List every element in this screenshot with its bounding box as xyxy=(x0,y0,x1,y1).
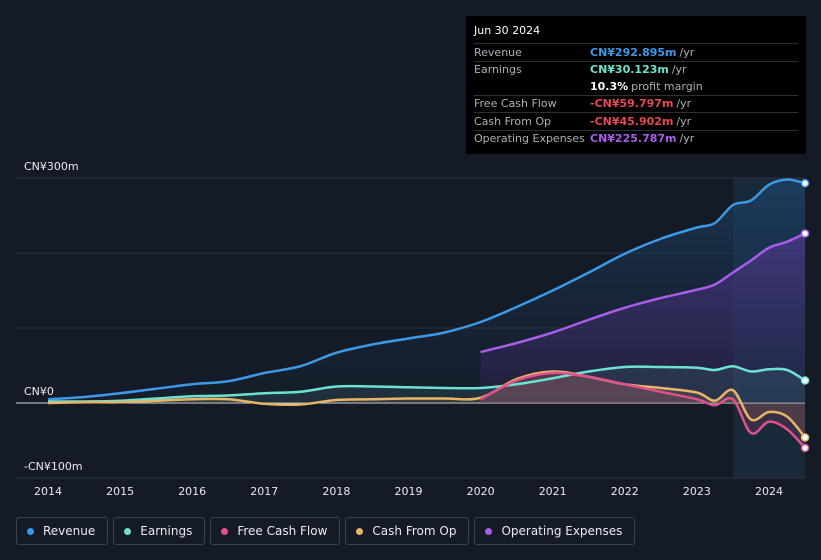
tooltip-row-unit: /yr xyxy=(671,63,687,77)
tooltip-row-value: -CN¥45.902m xyxy=(590,114,674,128)
cash-from-op-area xyxy=(48,371,806,438)
free-cash-flow-line xyxy=(480,371,806,449)
chart-area: CN¥300m CN¥0 -CN¥100m 2014 2015 2016 2017 2018… xyxy=(16,160,810,498)
tooltip-row-unit: /yr xyxy=(676,97,692,111)
x-tick-label: 2016 xyxy=(178,485,206,498)
x-tick-label: 2021 xyxy=(539,485,567,498)
tooltip-row-label: Free Cash Flow xyxy=(474,97,557,111)
tooltip-row: Earnings CN¥30.123m/yr xyxy=(474,60,798,79)
y-tick-label: CN¥300m xyxy=(24,160,79,173)
tooltip-date: Jun 30 2024 xyxy=(474,24,541,37)
revenue-endpoint xyxy=(800,179,810,188)
legend-item-operating-expenses[interactable]: Operating Expenses xyxy=(474,517,636,545)
legend-dot-icon xyxy=(356,527,364,535)
earnings-area xyxy=(48,366,806,403)
tooltip-row-label: Earnings xyxy=(474,63,522,77)
free-cash-flow-area xyxy=(480,372,806,448)
revenue-line xyxy=(47,178,806,401)
legend-label: Revenue xyxy=(43,524,96,538)
legend-dot-icon xyxy=(221,527,229,535)
tooltip-row-unit: profit margin xyxy=(631,79,703,93)
legend-item-earnings[interactable]: Earnings xyxy=(113,517,206,545)
tooltip-row-label: Cash From Op xyxy=(474,114,552,128)
earnings-endpoint xyxy=(800,376,810,385)
x-tick-label: 2023 xyxy=(683,485,711,498)
tooltip-row-value: -CN¥59.797m xyxy=(590,97,674,111)
legend-label: Cash From Op xyxy=(372,524,457,538)
legend-item-cash-from-op[interactable]: Cash From Op xyxy=(345,517,470,545)
legend-dot-icon xyxy=(124,527,132,535)
tooltip-row: Free Cash Flow -CN¥59.797m/yr xyxy=(474,94,798,113)
y-tick-label: -CN¥100m xyxy=(24,460,83,473)
legend-label: Operating Expenses xyxy=(501,524,623,538)
tooltip-row-value: CN¥292.895m xyxy=(590,45,677,59)
cash-from-op-endpoint xyxy=(800,433,810,442)
tooltip-row-unit: /yr xyxy=(679,132,695,146)
cash-from-op-line xyxy=(47,370,807,439)
legend: Revenue Earnings Free Cash Flow Cash From O… xyxy=(16,517,636,545)
x-tick-label: 2020 xyxy=(467,485,495,498)
tooltip-row-label: Operating Expenses xyxy=(474,132,585,146)
legend-dot-icon xyxy=(485,527,493,535)
x-tick-label: 2014 xyxy=(34,485,62,498)
tooltip-row-unit: /yr xyxy=(676,114,692,128)
legend-item-free-cash-flow[interactable]: Free Cash Flow xyxy=(210,517,341,545)
tooltip-panel: Jun 30 2024 Revenue CN¥292.895m/yr Earning… xyxy=(466,16,806,154)
tooltip-row: Revenue CN¥292.895m/yr xyxy=(474,43,798,61)
tooltip-row: Operating Expenses CN¥225.787m/yr xyxy=(474,129,798,148)
x-tick-label: 2024 xyxy=(755,485,783,498)
earnings-line xyxy=(47,365,806,403)
tooltip-row-label: Revenue xyxy=(474,45,522,59)
tooltip-row-value: CN¥30.123m xyxy=(590,63,669,77)
tooltip-row: 10.3% profit margin xyxy=(474,78,798,95)
y-tick-label: CN¥0 xyxy=(24,385,54,398)
legend-item-revenue[interactable]: Revenue xyxy=(16,517,109,545)
legend-label: Earnings xyxy=(140,524,193,538)
x-tick-label: 2022 xyxy=(611,485,639,498)
tooltip-row-value: 10.3% xyxy=(590,79,629,93)
x-tick-label: 2017 xyxy=(250,485,278,498)
tooltip-row: Cash From Op -CN¥45.902m/yr xyxy=(474,112,798,130)
tooltip-row-value: CN¥225.787m xyxy=(590,132,677,146)
free-cash-flow-endpoint xyxy=(800,443,810,453)
operating-expenses-area xyxy=(480,233,806,403)
x-tick-label: 2015 xyxy=(106,485,134,498)
operating-expenses-line xyxy=(480,232,806,354)
legend-dot-icon xyxy=(27,527,34,535)
operating-expenses-endpoint xyxy=(800,229,810,238)
tooltip-row-unit: /yr xyxy=(679,45,695,59)
x-tick-label: 2018 xyxy=(322,485,350,498)
legend-label: Free Cash Flow xyxy=(237,524,328,538)
x-tick-label: 2019 xyxy=(395,485,423,498)
